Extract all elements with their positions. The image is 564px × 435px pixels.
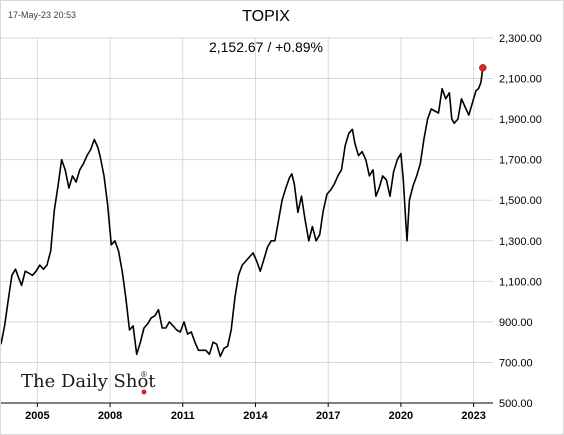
x-tick-label: 2017	[316, 410, 340, 422]
brand-text: The Daily Shot	[21, 371, 156, 392]
y-tick-label: 500.00	[499, 398, 533, 410]
gridlines	[1, 37, 493, 404]
y-axis-ticks: 2,300.00 2,100.00 1,900.00 1,700.00 1,500.00…	[499, 33, 542, 410]
x-tick-label: 2023	[461, 410, 485, 422]
chart-title: TOPIX	[242, 8, 290, 25]
y-tick-label: 1,700.00	[499, 155, 542, 167]
x-tick-label: 2011	[171, 410, 195, 422]
y-tick-label: 1,100.00	[499, 276, 542, 288]
y-tick-label: 1,300.00	[499, 236, 542, 248]
latest-value-marker	[479, 64, 487, 72]
x-tick-label: 2020	[389, 410, 413, 422]
brand-registered-mark: ®	[141, 370, 147, 379]
y-tick-label: 700.00	[499, 357, 533, 369]
chart-subtitle: 2,152.67 / +0.89%	[209, 39, 323, 55]
x-axis-ticks: 2005 2008 2011 2014 2017 2020 2023	[25, 403, 486, 422]
brand-logo: The Daily Shot ®	[21, 370, 156, 395]
x-tick-label: 2008	[98, 410, 122, 422]
y-tick-label: 900.00	[499, 317, 533, 329]
y-tick-label: 2,100.00	[499, 74, 542, 86]
series-line-topix	[1, 67, 484, 358]
y-tick-label: 1,500.00	[499, 195, 542, 207]
series-layer	[1, 64, 487, 358]
timestamp: 17-May-23 20:53	[8, 10, 76, 20]
brand-dot	[141, 389, 147, 395]
x-tick-label: 2005	[25, 410, 49, 422]
y-tick-label: 2,300.00	[499, 33, 542, 45]
x-tick-label: 2014	[243, 410, 268, 422]
y-tick-label: 1,900.00	[499, 114, 542, 126]
